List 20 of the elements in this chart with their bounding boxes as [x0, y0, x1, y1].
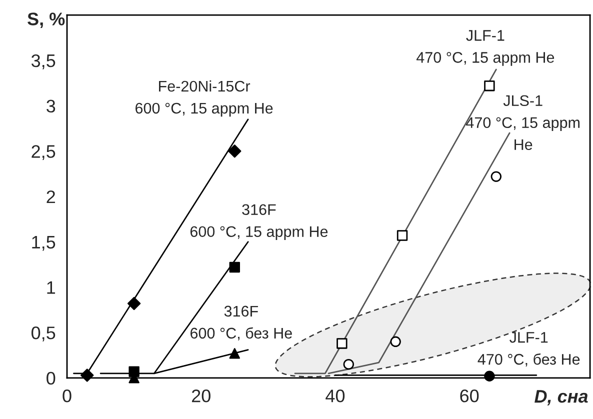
x-tick-label: 20 — [192, 390, 210, 402]
y-tick-label: 2,5 — [32, 145, 56, 160]
y-tick-label: 3 — [46, 100, 56, 113]
annotation: JLF-1 470 °C, 15 appm He — [416, 30, 554, 66]
y-tick-label: 3,5 — [31, 54, 56, 70]
y-tick-label: 0,5 — [32, 326, 56, 342]
annotation: 316F 600 °C, 15 appm He — [190, 204, 328, 240]
annotation: Fe-20Ni-15Cr 600 °C, 15 appm He — [136, 80, 273, 117]
y-axis-title: S, % — [28, 12, 65, 28]
y-tick-label: 0 — [46, 372, 56, 385]
annotation: JLF-1 470 °C, без He — [478, 332, 580, 367]
annotation: 316F 600 °C, без He — [190, 306, 292, 340]
x-tick-label: 0 — [62, 390, 72, 402]
y-tick-label: 1 — [47, 281, 56, 294]
y-tick-label: 2 — [46, 190, 55, 204]
x-tick-label: 40 — [326, 390, 345, 402]
annotation: JLS-1 470 °C, 15 appm He — [466, 95, 580, 150]
y-tick-label: 1,5 — [32, 236, 56, 251]
x-axis-title: D, сна — [534, 390, 588, 406]
x-tick-label: 60 — [460, 390, 479, 402]
